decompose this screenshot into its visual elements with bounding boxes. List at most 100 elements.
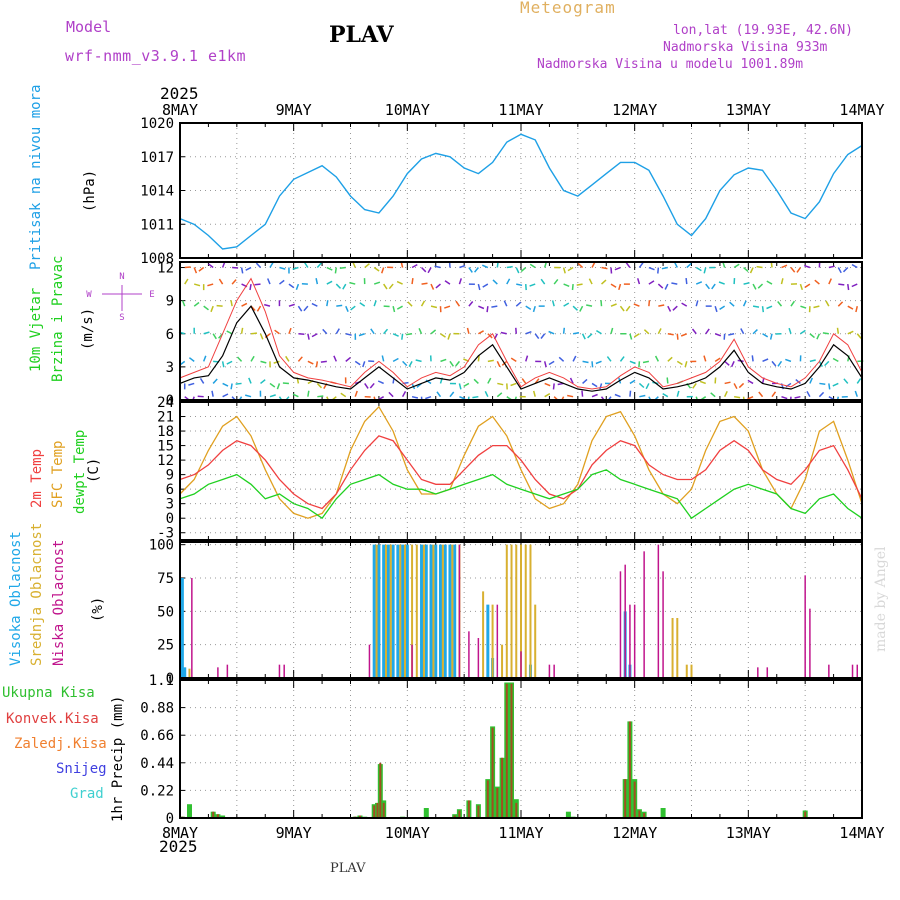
wind-arrow bbox=[216, 304, 223, 307]
wind-arrow bbox=[315, 361, 319, 368]
wind-arrow bbox=[847, 330, 854, 335]
precip-conv-bar bbox=[501, 757, 504, 818]
wind-arrow bbox=[572, 305, 579, 311]
compass-s: S bbox=[119, 313, 124, 323]
wind-arrow bbox=[610, 283, 617, 288]
wind-arrow bbox=[199, 377, 205, 384]
wind-arrow bbox=[334, 267, 338, 274]
wind-arrow bbox=[249, 283, 252, 291]
wind-arrow bbox=[430, 329, 437, 335]
wind-arrow bbox=[421, 282, 428, 285]
precip-conv-bar bbox=[638, 810, 641, 818]
wind-arrow bbox=[335, 328, 340, 335]
wind-arrow bbox=[719, 305, 726, 311]
wind-arrow bbox=[587, 333, 593, 339]
wind-arrow bbox=[307, 333, 310, 340]
wind-arrow bbox=[752, 329, 758, 335]
wind-arrow bbox=[276, 383, 281, 390]
wind-arrow bbox=[354, 390, 358, 397]
wind-arrow bbox=[809, 359, 816, 363]
temp-2m-line bbox=[179, 435, 863, 510]
wind-arrow bbox=[510, 357, 517, 362]
wind-arrow bbox=[657, 283, 664, 289]
wind-arrow bbox=[816, 333, 821, 340]
wind-arrow bbox=[235, 382, 242, 385]
wind-arrow bbox=[484, 390, 489, 398]
wind-arrow bbox=[699, 380, 706, 385]
wind-arrow bbox=[466, 327, 470, 334]
wind-arrow bbox=[654, 355, 660, 362]
wind-gust-line bbox=[179, 277, 863, 390]
y-tick-label: 6 bbox=[166, 327, 174, 343]
wind-arrow bbox=[401, 391, 407, 398]
wind-arrow bbox=[359, 302, 366, 307]
precip-conv-bar bbox=[628, 721, 631, 818]
wind-arrow bbox=[405, 333, 413, 336]
bottom-time-label: 13MAY bbox=[726, 824, 771, 842]
wind-arrow bbox=[322, 328, 328, 335]
wind-arrow bbox=[636, 278, 641, 285]
wind-arrow bbox=[638, 262, 644, 268]
wind-arrow bbox=[582, 360, 589, 364]
wind-arrow bbox=[415, 359, 422, 363]
precip-total-bar bbox=[220, 815, 226, 818]
wind-arrow bbox=[728, 333, 735, 336]
wind-arrow bbox=[184, 266, 191, 269]
y-tick-label: 24 bbox=[157, 395, 174, 411]
wind-arrow bbox=[572, 355, 577, 362]
panel-frame bbox=[179, 679, 863, 819]
wind-arrow bbox=[240, 327, 244, 334]
wind-arrow bbox=[595, 360, 602, 365]
wind-arrow bbox=[408, 360, 413, 367]
wind-arrow bbox=[851, 283, 858, 288]
wind-arrow bbox=[326, 280, 333, 285]
precip-conv-bar bbox=[477, 805, 480, 818]
bottom-time-label: 12MAY bbox=[612, 824, 657, 842]
wind-arrow bbox=[633, 333, 640, 338]
wind-arrow bbox=[837, 301, 844, 307]
wind-arrow bbox=[740, 328, 745, 335]
wind-arrow bbox=[591, 393, 598, 398]
wind-arrow bbox=[825, 300, 830, 307]
wind-arrow bbox=[364, 263, 370, 269]
wind-arrow bbox=[326, 266, 333, 271]
wind-arrow bbox=[335, 283, 342, 289]
wind-arrow bbox=[430, 283, 435, 290]
wind-arrow bbox=[661, 266, 668, 270]
wind-arrow bbox=[567, 394, 574, 398]
wind-arrow bbox=[828, 265, 835, 269]
y-tick-label: 1020 bbox=[140, 116, 174, 132]
wind-arrow bbox=[336, 304, 343, 307]
wind-arrow bbox=[695, 266, 702, 272]
y-tick-label: 50 bbox=[157, 604, 174, 620]
wind-arrow bbox=[856, 333, 862, 339]
wind-arrow bbox=[492, 279, 498, 285]
wind-arrow bbox=[333, 355, 337, 362]
wind-arrow bbox=[407, 301, 413, 307]
legend-total-rain: Ukupna Kisa bbox=[2, 685, 95, 701]
y-tick-label: 75 bbox=[157, 571, 174, 587]
precip-conv-bar bbox=[804, 811, 807, 818]
wind-arrow bbox=[629, 390, 632, 397]
wind-arrow bbox=[380, 267, 385, 274]
footer-station: PLAV bbox=[330, 861, 366, 876]
wind-arrow bbox=[515, 267, 520, 274]
sfc-temp-line bbox=[179, 405, 863, 519]
wind-arrow bbox=[563, 302, 570, 307]
wind-arrow bbox=[813, 305, 820, 309]
wind-arrow bbox=[516, 283, 523, 287]
wind-arrow bbox=[742, 300, 747, 307]
wind-arrow bbox=[548, 330, 555, 335]
wind-arrow bbox=[350, 305, 356, 311]
wind-arrow bbox=[487, 377, 492, 384]
y-tick-label: 0.44 bbox=[140, 756, 174, 772]
wind-arrow bbox=[596, 329, 602, 335]
bottom-time-label: 9MAY bbox=[276, 824, 312, 842]
wind-arrow bbox=[569, 377, 574, 384]
wind-arrow bbox=[576, 283, 583, 286]
wind-arrow bbox=[506, 278, 511, 285]
wind-arrow bbox=[657, 267, 660, 274]
wind-arrow bbox=[734, 395, 741, 399]
wind-arrow bbox=[838, 283, 845, 286]
